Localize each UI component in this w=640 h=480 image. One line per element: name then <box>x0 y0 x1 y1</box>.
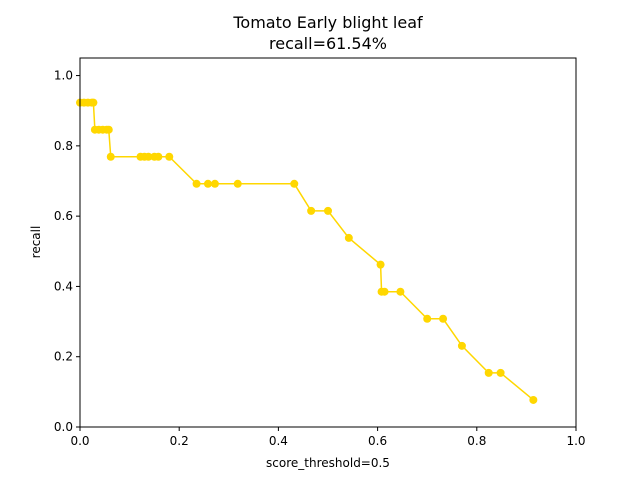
data-point <box>423 314 432 323</box>
x-tick-label: 0.0 <box>70 434 89 448</box>
chart-subtitle: recall=61.54% <box>269 34 387 53</box>
x-axis-ticks: 0.0 0.2 0.4 0.6 0.8 1.0 <box>70 427 586 448</box>
x-axis-label: score_threshold=0.5 <box>266 456 390 470</box>
data-point <box>307 206 316 215</box>
data-point <box>396 287 405 296</box>
data-point <box>165 152 174 161</box>
data-point <box>529 395 538 404</box>
data-point <box>324 206 332 215</box>
data-point <box>210 179 219 188</box>
y-tick-label: 0.4 <box>54 279 73 293</box>
y-tick-label: 0.2 <box>54 350 73 364</box>
y-tick-label: 0.6 <box>54 209 73 223</box>
y-tick-label: 0.0 <box>54 420 73 434</box>
y-tick-label: 0.8 <box>54 139 73 153</box>
data-point <box>376 260 385 269</box>
y-axis-ticks: 0.0 0.2 0.4 0.6 0.8 1.0 <box>54 69 80 434</box>
data-point <box>496 368 505 377</box>
data-point <box>484 368 493 377</box>
data-point <box>344 233 353 242</box>
axes-frame <box>79 57 577 428</box>
data-point <box>233 179 242 188</box>
x-tick-label: 0.8 <box>467 434 486 448</box>
data-point <box>380 287 389 296</box>
plot-area <box>76 98 538 404</box>
y-axis-label: recall <box>29 226 43 259</box>
series-line <box>80 101 534 401</box>
x-tick-label: 1.0 <box>566 434 585 448</box>
data-point <box>154 152 163 161</box>
x-tick-label: 0.2 <box>170 434 189 448</box>
data-point <box>106 152 115 161</box>
x-tick-label: 0.4 <box>269 434 288 448</box>
x-tick-label: 0.6 <box>368 434 387 448</box>
y-tick-label: 1.0 <box>54 69 73 83</box>
chart-title: Tomato Early blight leaf <box>232 13 423 32</box>
data-point <box>192 179 201 188</box>
data-point <box>457 341 466 350</box>
data-point <box>104 125 113 134</box>
data-point <box>439 314 448 323</box>
data-point <box>203 179 212 188</box>
data-point <box>290 179 299 188</box>
data-point <box>144 152 153 161</box>
data-point <box>89 98 98 107</box>
